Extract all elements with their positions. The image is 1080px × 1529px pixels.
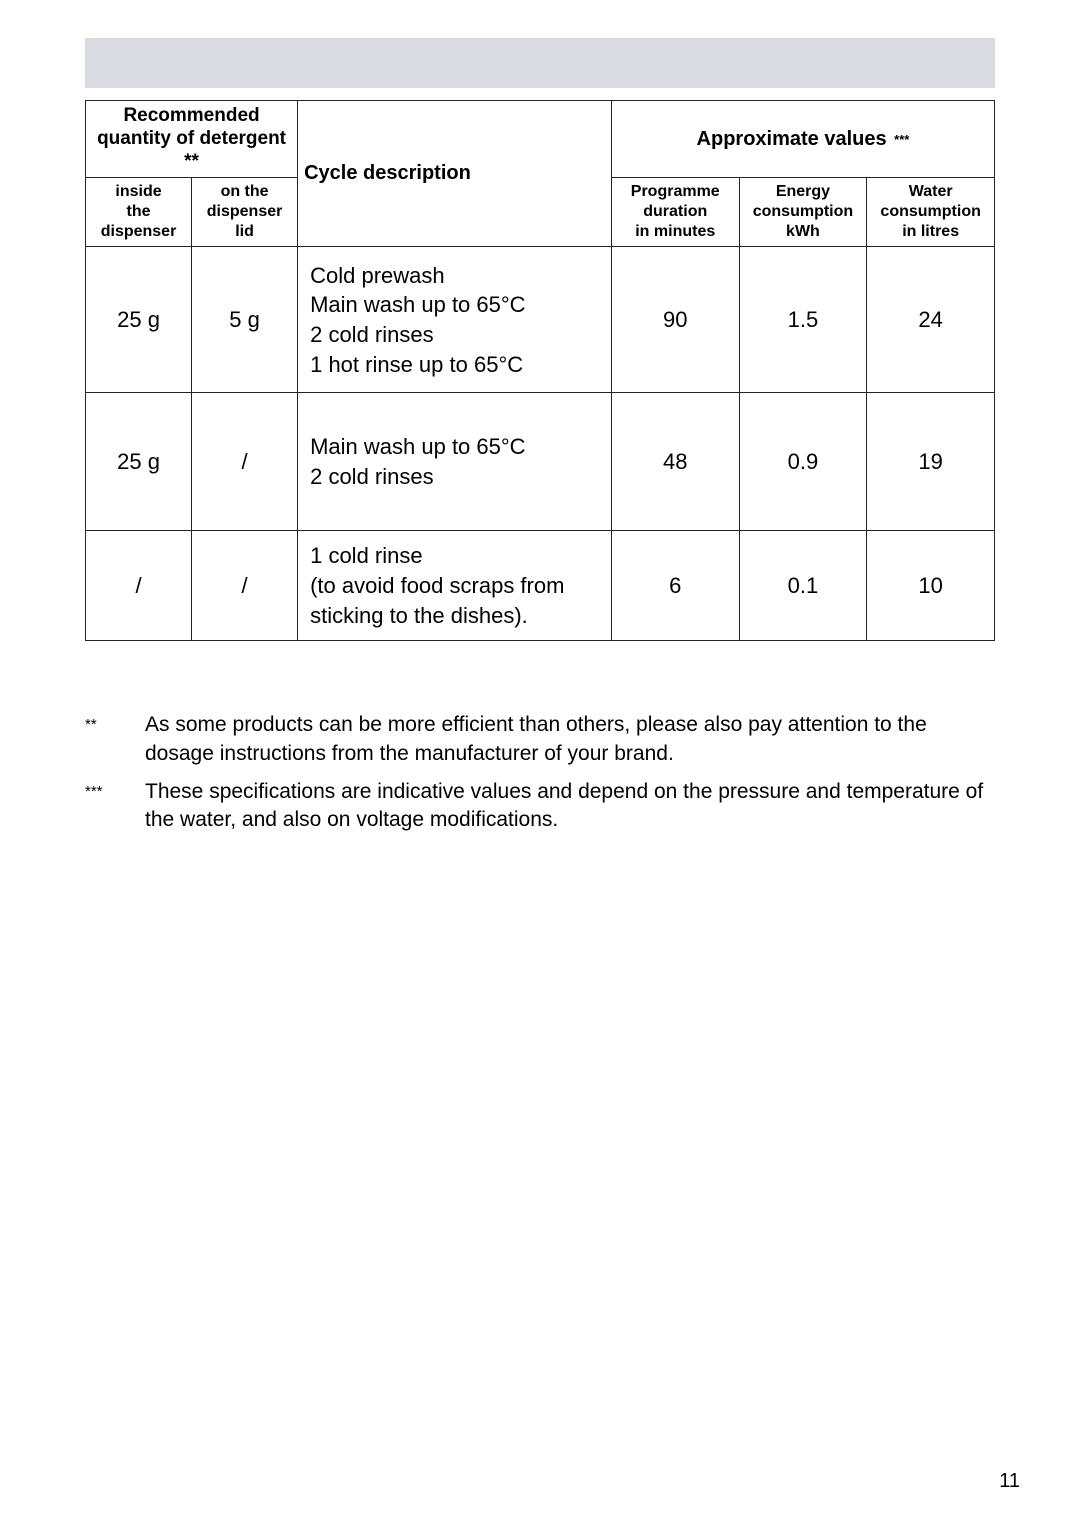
header-approx-stars: *** [892,132,909,147]
page: Recommended quantity of detergent ** Cyc… [0,0,1080,1529]
desc-line: sticking to the dishes). [310,601,599,631]
footnote-mark: ** [85,711,145,768]
footnotes: ** As some products can be more efficien… [85,711,995,834]
desc-line: (to avoid food scraps from [310,571,599,601]
cell-energy: 1.5 [739,247,867,393]
table-header-row-1: Recommended quantity of detergent ** Cyc… [86,101,995,178]
cell-lid: / [192,393,298,531]
header-on-lid: on thedispenserlid [192,178,298,247]
desc-line: Main wash up to 65°C [310,290,599,320]
header-water: Waterconsumptionin litres [867,178,995,247]
cell-description: Main wash up to 65°C 2 cold rinses [298,393,612,531]
cell-description: 1 cold rinse (to avoid food scraps from … [298,531,612,641]
page-number: 11 [999,1470,1020,1493]
desc-line: 1 cold rinse [310,541,599,571]
header-inside-dispenser: insidethedispenser [86,178,192,247]
table-row: 25 g / Main wash up to 65°C 2 cold rinse… [86,393,995,531]
cell-lid: 5 g [192,247,298,393]
cell-duration: 90 [611,247,739,393]
table-row: / / 1 cold rinse (to avoid food scraps f… [86,531,995,641]
header-energy: EnergyconsumptionkWh [739,178,867,247]
header-approx-group: Approximate values *** [611,101,994,178]
header-cycle-description: Cycle description [298,101,612,247]
desc-line: 2 cold rinses [310,462,599,492]
footnote-text: These specifications are indicative valu… [145,778,995,835]
header-duration: Programmedurationin minutes [611,178,739,247]
footnote-text: As some products can be more efficient t… [145,711,995,768]
cell-duration: 48 [611,393,739,531]
footnote: ** As some products can be more efficien… [85,711,995,768]
footnote: *** These specifications are indicative … [85,778,995,835]
cell-water: 24 [867,247,995,393]
desc-line: 1 hot rinse up to 65°C [310,350,599,380]
cell-water: 19 [867,393,995,531]
table-row: 25 g 5 g Cold prewash Main wash up to 65… [86,247,995,393]
cell-water: 10 [867,531,995,641]
programme-table: Recommended quantity of detergent ** Cyc… [85,100,995,641]
cell-inside: 25 g [86,393,192,531]
cell-inside: 25 g [86,247,192,393]
cell-inside: / [86,531,192,641]
header-approx-label: Approximate values [697,128,887,150]
header-detergent-group: Recommended quantity of detergent ** [86,101,298,178]
desc-line: Cold prewash [310,261,599,291]
cell-duration: 6 [611,531,739,641]
cell-energy: 0.9 [739,393,867,531]
footnote-mark: *** [85,778,145,835]
cell-energy: 0.1 [739,531,867,641]
desc-line: Main wash up to 65°C [310,432,599,462]
header-bar [85,38,995,88]
cell-description: Cold prewash Main wash up to 65°C 2 cold… [298,247,612,393]
desc-line: 2 cold rinses [310,320,599,350]
cell-lid: / [192,531,298,641]
